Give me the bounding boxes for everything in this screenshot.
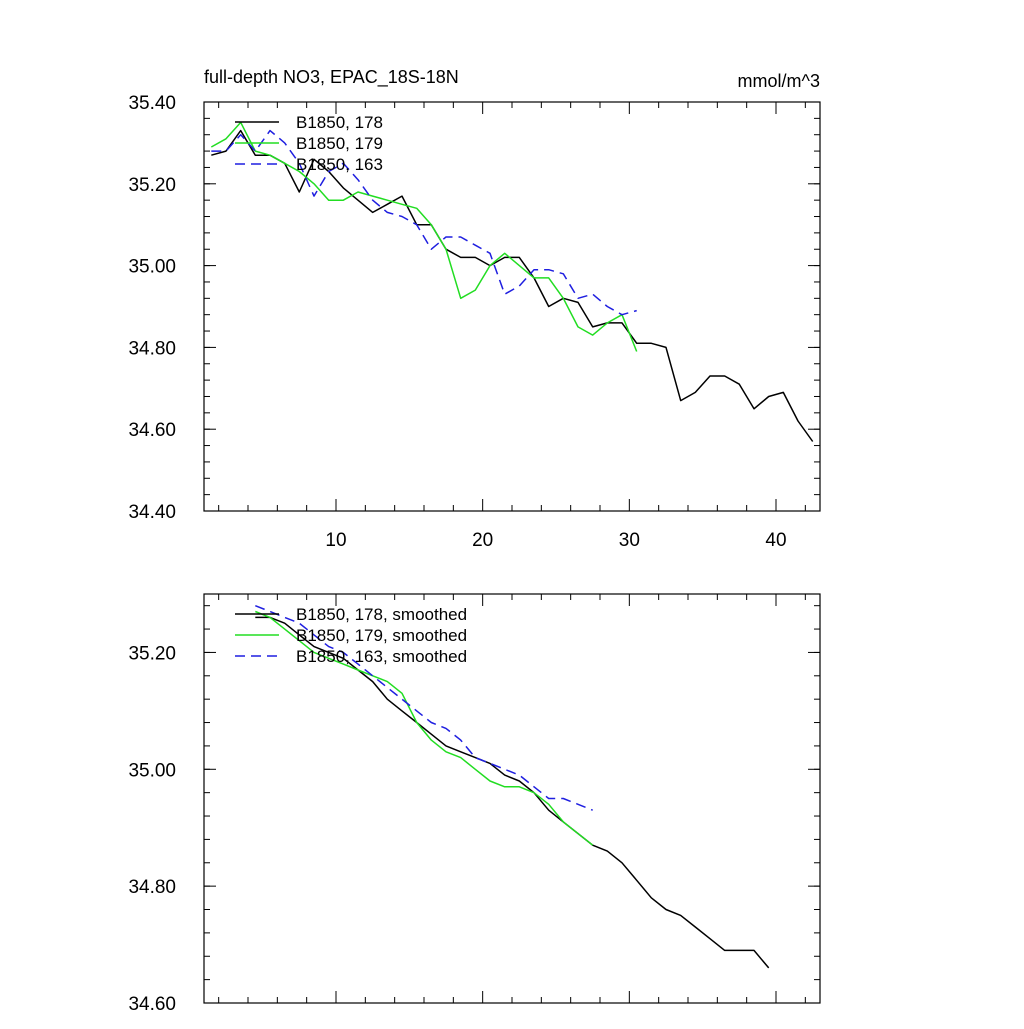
legend-label-3: B1850, 163 (296, 155, 383, 174)
bottom-panel-frame (203, 593, 821, 1004)
y-tick-label: 34.80 (128, 877, 176, 898)
legend-label-1: B1850, 178 (296, 113, 383, 132)
x-tick-label: 40 (765, 530, 786, 551)
top-panel-ticks: 34.40 34.60 34.80 35.00 35.20 35.40 10 20 30 40 (128, 93, 820, 551)
legend-label-2: B1850, 179 (296, 134, 383, 153)
y-tick-label: 34.60 (128, 420, 176, 441)
y-tick-label: 35.00 (128, 257, 176, 278)
y-tick-label: 34.60 (128, 994, 176, 1015)
y-tick-label: 35.20 (128, 175, 176, 196)
top-panel-frame (203, 101, 821, 512)
bottom-panel-legend: B1850, 178, smoothed B1850, 179, smoothed… (235, 605, 467, 666)
bottom-panel-series (255, 605, 770, 969)
y-tick-label: 35.20 (128, 643, 176, 664)
top-panel: full-depth NO3, EPAC_18S-18N mmol/m^3 34… (128, 67, 821, 551)
y-tick-label: 34.40 (128, 502, 176, 523)
legend-label-2: B1850, 179, smoothed (296, 626, 467, 645)
x-tick-label: 10 (325, 530, 346, 551)
series-line-3 (211, 129, 637, 316)
bottom-panel: 34.60 34.80 35.00 35.20 B1850, 178, smoothe… (128, 593, 821, 1015)
y-tick-label: 34.80 (128, 338, 176, 359)
top-panel-legend: B1850, 178 B1850, 179 B1850, 163 (235, 113, 383, 174)
series-line-1 (255, 616, 770, 969)
top-panel-series (210, 121, 814, 442)
top-panel-title: full-depth NO3, EPAC_18S-18N (204, 67, 459, 88)
legend-label-3: B1850, 163, smoothed (296, 647, 467, 666)
series-line-1 (211, 129, 814, 442)
top-panel-units: mmol/m^3 (738, 71, 820, 91)
y-tick-label: 35.40 (128, 93, 176, 114)
x-tick-label: 20 (472, 530, 493, 551)
legend-label-1: B1850, 178, smoothed (296, 605, 467, 624)
bottom-panel-ticks: 34.60 34.80 35.00 35.20 (128, 594, 820, 1015)
y-tick-label: 35.00 (128, 760, 176, 781)
x-tick-label: 30 (619, 530, 640, 551)
series-line-2 (210, 121, 638, 352)
series-line-2 (255, 610, 594, 846)
series-line-3 (255, 605, 593, 811)
